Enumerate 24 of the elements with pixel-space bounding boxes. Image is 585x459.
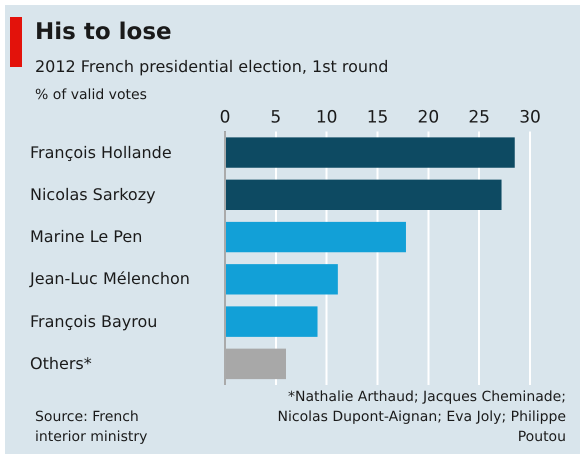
x-tick-label: 0 xyxy=(220,108,230,128)
bar xyxy=(226,137,515,168)
x-axis-title: % of valid votes xyxy=(35,87,147,103)
y-tick-label: François Bayrou xyxy=(30,312,158,332)
chart-subtitle: 2012 French presidential election, 1st round xyxy=(35,57,388,76)
y-tick-label: Jean-Luc Mélenchon xyxy=(30,269,190,290)
y-tick-label: Nicolas Sarkozy xyxy=(30,184,156,205)
source-note: Source: French interior ministry xyxy=(35,408,148,447)
bar xyxy=(226,222,406,252)
bar xyxy=(226,306,318,337)
x-tick-label: 25 xyxy=(468,108,490,128)
x-tick-label: 10 xyxy=(316,108,338,128)
text: *Nathalie Arthaud; Jacques Cheminade; Nicolas Dupont-Aignan; Eva Joly; Philippe Poutou xyxy=(276,388,566,447)
x-tick-label: 20 xyxy=(418,108,440,128)
bar xyxy=(226,348,286,380)
x-tick-label: 30 xyxy=(519,108,541,128)
y-tick-label: Others* xyxy=(30,354,92,374)
chart-title: His to lose xyxy=(35,19,172,45)
x-tick-label: 15 xyxy=(366,108,388,128)
x-tick-label: 5 xyxy=(270,108,282,128)
bar xyxy=(226,264,338,295)
y-tick-label: Marine Le Pen xyxy=(30,227,142,248)
y-tick-label: François Hollande xyxy=(30,142,172,163)
bar xyxy=(226,180,502,210)
